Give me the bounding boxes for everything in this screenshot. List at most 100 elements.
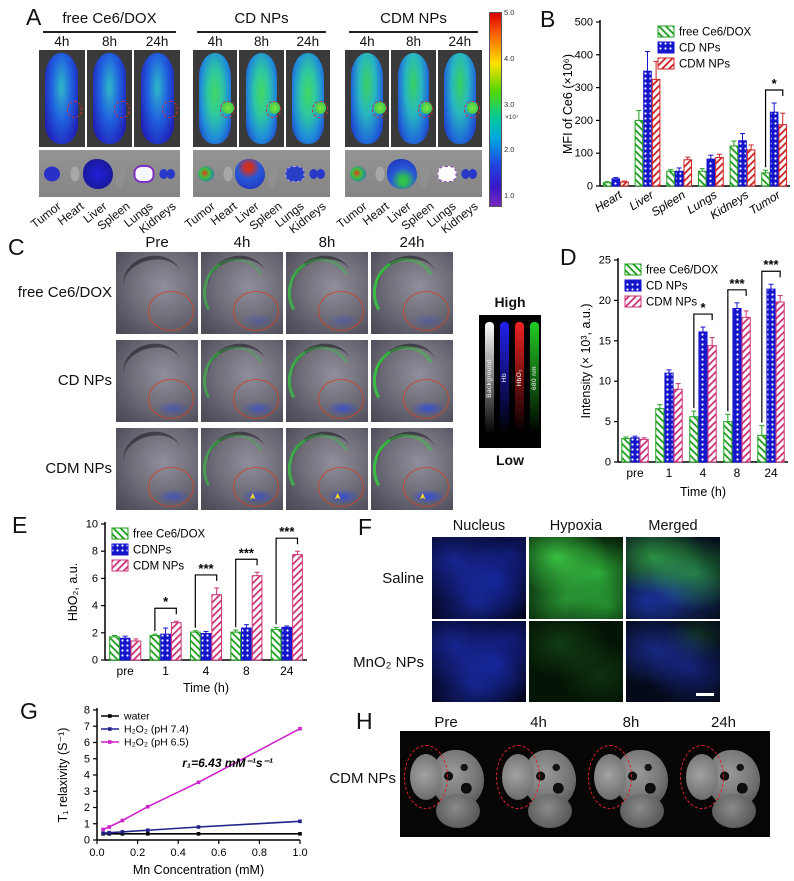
svg-text:Time (h): Time (h) — [183, 681, 229, 695]
tumor-ring — [266, 101, 282, 118]
svg-text:24: 24 — [280, 664, 294, 678]
legend-low-label: Low — [496, 452, 524, 468]
legend-gradient-bar: 680 nm — [530, 322, 539, 434]
mouse-fluorescence-image — [391, 50, 436, 147]
tumor-outline — [233, 379, 279, 419]
svg-text:CD NPs: CD NPs — [646, 281, 688, 293]
svg-text:8: 8 — [243, 664, 250, 678]
organ-lungs — [437, 165, 457, 182]
svg-text:8: 8 — [92, 546, 98, 558]
svg-text:MFI of Ce6 (×10⁶): MFI of Ce6 (×10⁶) — [561, 54, 575, 154]
tumor-ring — [114, 101, 131, 118]
mouse-body — [351, 52, 384, 145]
fluorescence-micrograph — [529, 537, 623, 619]
svg-text:10: 10 — [86, 519, 98, 531]
pa-row-label: free Ce6/DOX — [17, 284, 112, 301]
svg-text:Mn Concentration (mM): Mn Concentration (mM) — [133, 863, 264, 877]
hb-signal — [411, 489, 445, 504]
panel-e-chart: 0 2 4 6 8 10 HbO₂, a.u. pre 1 4 8 24 * *** *** *** free … — [55, 518, 315, 698]
colorbar-tick: 1.0 — [504, 191, 515, 201]
svg-text:3: 3 — [84, 786, 90, 798]
mouse-body — [45, 52, 79, 145]
svg-text:H₂O₂ (pH 7.4): H₂O₂ (pH 7.4) — [124, 724, 189, 736]
legend-gradient-bar: HbO₂ — [515, 322, 524, 434]
svg-text:8: 8 — [734, 466, 741, 480]
pa-row-label: CDM NPs — [45, 460, 112, 477]
photoacoustic-image — [116, 252, 198, 334]
svg-text:400: 400 — [575, 49, 593, 61]
svg-text:CD NPs: CD NPs — [679, 43, 721, 55]
time-label: 4h — [359, 34, 375, 49]
tumor-ring — [418, 101, 434, 118]
time-label: 4h — [207, 34, 223, 49]
mri-image — [680, 738, 770, 832]
hb-signal — [411, 401, 445, 416]
svg-text:5: 5 — [605, 416, 611, 428]
panel-d-label: D — [560, 244, 577, 270]
photoacoustic-image: ➤ — [286, 428, 368, 510]
svg-text:*: * — [772, 76, 778, 91]
fluorescence-micrograph — [626, 621, 720, 702]
svg-text:0.6: 0.6 — [211, 847, 226, 859]
svg-text:2: 2 — [84, 802, 90, 814]
fluorescence-colorbar — [489, 12, 502, 207]
mouse-body — [443, 52, 476, 145]
arrow-marker: ➤ — [247, 492, 258, 501]
legend-gradient-bar: Hb — [500, 322, 509, 434]
fluorescence-micrograph — [432, 621, 526, 702]
tumor-outline — [148, 379, 194, 419]
scale-bar — [696, 693, 714, 696]
fluorescence-micrograph — [626, 537, 720, 619]
svg-text:CDM NPs: CDM NPs — [679, 59, 730, 71]
svg-text:pre: pre — [626, 466, 644, 480]
tumor-ring — [162, 101, 178, 118]
photoacoustic-image — [371, 252, 453, 334]
pa-row-label: CD NPs — [57, 372, 112, 389]
organ-heart — [223, 166, 233, 181]
mouse-fluorescence-image — [39, 50, 85, 147]
svg-text:*: * — [700, 300, 706, 315]
svg-text:***: *** — [279, 524, 295, 539]
mouse-fluorescence-image — [285, 50, 330, 147]
colorbar-tick: 5.0 — [504, 8, 515, 17]
mri-col-header: 24h — [710, 714, 737, 731]
colorbar-scale: ×10⁷ — [505, 114, 519, 121]
svg-text:0.2: 0.2 — [130, 847, 145, 859]
mri-col-header: Pre — [434, 714, 458, 731]
panel-g-label: G — [20, 698, 38, 724]
arrow-marker: ➤ — [417, 492, 428, 501]
tumor-ring — [312, 101, 328, 118]
mri-image — [588, 738, 678, 832]
legend-gradient-bar: Background — [485, 322, 494, 434]
photoacoustic-image — [371, 340, 453, 422]
svg-text:1.0: 1.0 — [292, 847, 307, 859]
colorbar-tick: 3.0 — [504, 99, 515, 109]
mri-image — [404, 738, 494, 832]
tumor-outline — [403, 379, 449, 419]
svg-text:24: 24 — [764, 466, 778, 480]
time-label: 24h — [296, 34, 320, 49]
svg-text:free Ce6/DOX: free Ce6/DOX — [646, 265, 719, 277]
svg-text:7: 7 — [84, 721, 90, 733]
svg-text:4: 4 — [700, 466, 707, 480]
svg-text:300: 300 — [575, 82, 593, 94]
svg-text:0: 0 — [84, 835, 90, 847]
hb-signal — [156, 489, 190, 504]
svg-text:Heart: Heart — [592, 187, 625, 215]
row-label-cdm-nps: CDM NPs — [329, 770, 396, 787]
organ-tumor — [44, 166, 60, 181]
panel-h-label: H — [356, 708, 373, 734]
leg-muscle — [712, 794, 756, 828]
group-header: CDM NPs — [349, 10, 478, 33]
tumor-outline-ring — [404, 745, 448, 809]
svg-text:0.4: 0.4 — [171, 847, 186, 859]
svg-text:CDM NPs: CDM NPs — [133, 561, 184, 573]
legend-bar-label: Background — [486, 358, 493, 398]
svg-text:T₁ relaxivity (S⁻¹): T₁ relaxivity (S⁻¹) — [56, 728, 70, 823]
time-label: 4h — [54, 34, 70, 49]
tumor-outline-ring — [496, 745, 540, 809]
time-label: 8h — [253, 34, 269, 49]
tumor-outline — [233, 467, 279, 507]
if-col-header: Nucleus — [452, 518, 506, 534]
tumor-outline — [403, 291, 449, 331]
